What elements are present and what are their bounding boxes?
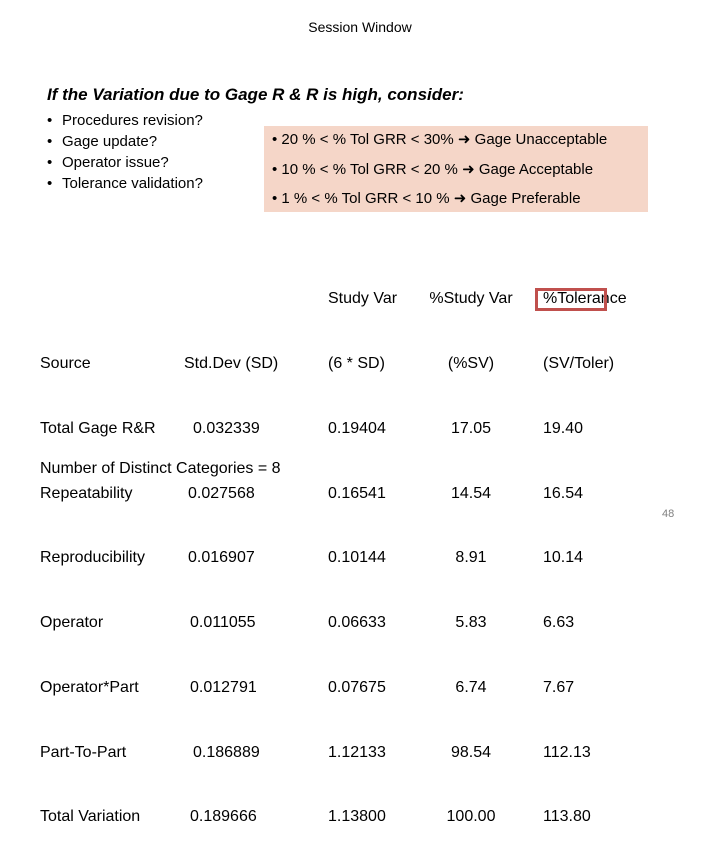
table-cell: 0.016907 — [188, 549, 255, 567]
stddev-header: Std.Dev (SD) — [184, 354, 279, 372]
table-cell: Operator — [40, 614, 104, 632]
table-cell: 100.00 — [446, 808, 496, 826]
study-var-header-line1: Study Var — [328, 290, 398, 308]
table-cell: 8.91 — [455, 549, 487, 567]
table-cell: 0.16541 — [328, 484, 386, 502]
table-cell: 6.63 — [543, 614, 575, 632]
criteria-condition: 20 % < % Tol GRR < 30% — [281, 131, 454, 148]
table-cell: 113.80 — [543, 808, 591, 826]
table-cell: 5.83 — [455, 614, 487, 632]
criteria-condition: 1 % < % Tol GRR < 10 % — [281, 190, 450, 207]
table-cell: Total Gage R&R — [40, 419, 156, 437]
list-item: Gage update? — [47, 131, 203, 152]
table-cell: 1.13800 — [328, 808, 386, 826]
table-cell: 14.54 — [450, 484, 492, 502]
table-cell: 0.186889 — [193, 743, 260, 761]
pct-study-var-column: %Study Var (%SV) 17.05 14.54 8.91 5.83 6… — [417, 245, 525, 850]
table-cell: 0.027568 — [188, 484, 255, 502]
consideration-list: Procedures revision? Gage update? Operat… — [47, 110, 203, 194]
list-item-text: Tolerance validation? — [62, 175, 203, 192]
criteria-condition: 10 % < % Tol GRR < 20 % — [281, 161, 458, 178]
table-cell: Operator*Part — [40, 678, 139, 696]
table-cell: 112.13 — [543, 743, 591, 761]
study-var-column: Study Var (6 * SD) 0.19404 0.16541 0.101… — [328, 245, 397, 850]
table-cell: 16.54 — [543, 484, 584, 502]
table-cell: 98.54 — [450, 743, 492, 761]
table-cell: 0.189666 — [190, 808, 257, 826]
table-cell: Total Variation — [40, 808, 141, 826]
stddev-column: Std.Dev (SD) 0.032339 0.027568 0.016907 … — [184, 245, 278, 850]
criteria-result: Gage Acceptable — [478, 161, 594, 178]
list-item: Operator issue? — [47, 152, 203, 173]
source-header: Source — [40, 354, 91, 372]
criteria-result: Gage Preferable — [470, 190, 581, 207]
pct-study-var-header-line1: %Study Var — [429, 290, 513, 308]
criteria-line-acceptable: • 10 % < % Tol GRR < 20 % ➜ Gage Accepta… — [272, 161, 594, 178]
table-row-spacer — [184, 288, 278, 310]
table-cell: 1.12133 — [328, 743, 386, 761]
table-cell: 0.10144 — [328, 549, 386, 567]
page-heading: If the Variation due to Gage R & R is hi… — [47, 85, 464, 104]
list-item: Procedures revision? — [47, 110, 203, 131]
table-cell: 19.40 — [543, 419, 584, 437]
list-item-text: Gage update? — [62, 133, 158, 150]
page-number: 48 — [662, 508, 675, 520]
window-title: Session Window — [308, 19, 412, 35]
list-item-text: Procedures revision? — [62, 112, 203, 129]
table-cell: Reproducibility — [40, 549, 145, 567]
criteria-line-preferable: • 1 % < % Tol GRR < 10 % ➜ Gage Preferab… — [272, 190, 581, 207]
study-var-header-line2: (6 * SD) — [328, 354, 385, 372]
table-cell: 17.05 — [450, 419, 492, 437]
table-cell: 0.032339 — [193, 419, 260, 437]
pct-tolerance-header-line2: (SV/Toler) — [543, 354, 615, 372]
distinct-categories-text: Number of Distinct Categories = 8 — [40, 460, 281, 477]
table-cell: 7.67 — [543, 678, 575, 696]
criteria-line-unacceptable: • 20 % < % Tol GRR < 30% ➜ Gage Unaccept… — [272, 131, 608, 148]
table-cell: 0.07675 — [328, 678, 386, 696]
table-cell: Repeatability — [40, 484, 133, 502]
table-cell: 0.012791 — [190, 678, 257, 696]
criteria-result: Gage Unacceptable — [474, 131, 608, 148]
highlight-box — [535, 288, 607, 311]
table-cell: 0.06633 — [328, 614, 386, 632]
table-cell: 0.011055 — [190, 614, 256, 632]
pct-study-var-header-line2: (%SV) — [447, 354, 495, 372]
table-cell: 0.19404 — [328, 419, 386, 437]
right-arrow-icon: ➜ — [457, 131, 471, 148]
right-arrow-icon: ➜ — [462, 161, 475, 178]
right-arrow-icon: ➜ — [453, 190, 467, 207]
list-item: Tolerance validation? — [47, 173, 203, 194]
table-cell: Part-To-Part — [40, 743, 127, 761]
table-cell: 10.14 — [543, 549, 584, 567]
criteria-box: • 20 % < % Tol GRR < 30% ➜ Gage Unaccept… — [264, 126, 648, 212]
source-column: Source Total Gage R&R Repeatability Repr… — [40, 245, 156, 850]
list-item-text: Operator issue? — [62, 154, 169, 171]
pct-tolerance-column: %Tolerance (SV/Toler) 19.40 16.54 10.14 … — [543, 245, 627, 850]
table-cell: 6.74 — [455, 678, 487, 696]
table-row-spacer — [40, 288, 156, 310]
